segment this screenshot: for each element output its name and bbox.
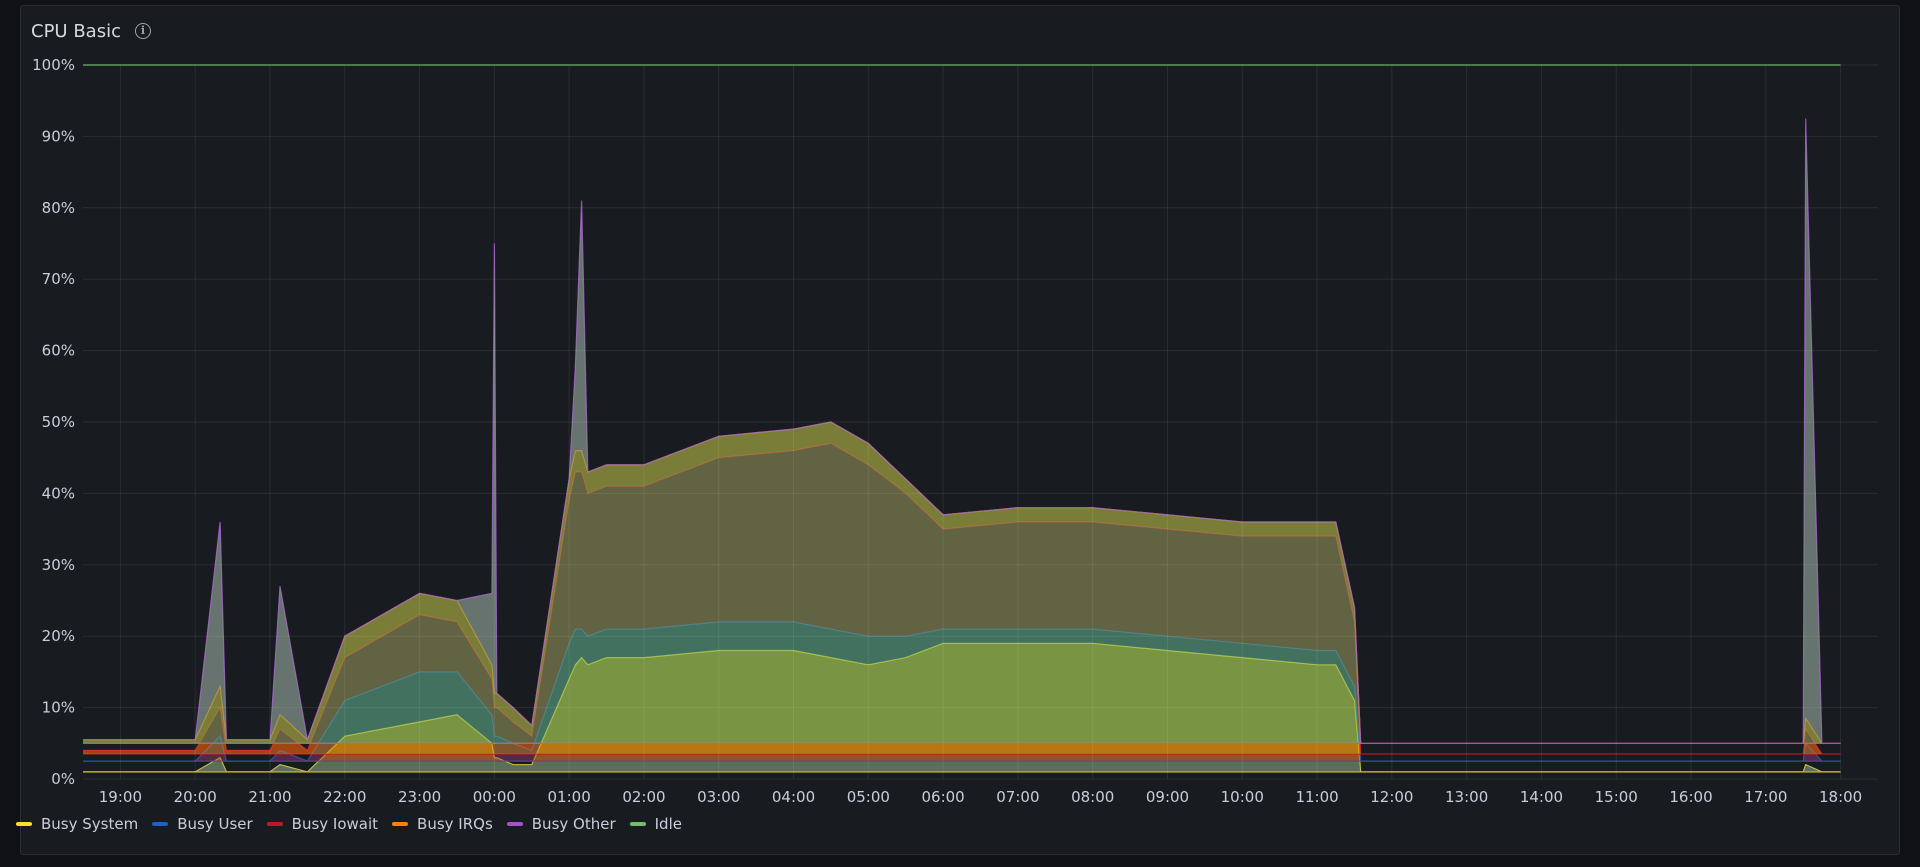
- y-tick-label: 100%: [32, 56, 75, 74]
- x-tick-label: 09:00: [1146, 788, 1189, 806]
- legend-swatch: [392, 822, 409, 826]
- legend-item-idle[interactable]: Idle: [629, 815, 682, 833]
- panel-title[interactable]: CPU Basic: [31, 20, 121, 42]
- x-tick-label: 11:00: [1295, 788, 1338, 806]
- x-axis-ticks: 19:00 20:00 21:00 22:00 23:00 00:00 01:00 02:00…: [99, 788, 1862, 806]
- legend-item-busy-user[interactable]: Busy User: [152, 815, 253, 833]
- x-tick-label: 00:00: [473, 788, 516, 806]
- x-tick-label: 17:00: [1744, 788, 1787, 806]
- legend-label: Busy IRQs: [417, 815, 493, 833]
- y-tick-label: 10%: [42, 699, 75, 717]
- legend-swatch: [629, 822, 646, 826]
- legend-swatch: [506, 822, 523, 826]
- y-tick-label: 0%: [51, 770, 75, 788]
- series-area-busy-system[interactable]: [83, 643, 1841, 779]
- x-tick-label: 05:00: [847, 788, 890, 806]
- x-tick-label: 14:00: [1520, 788, 1563, 806]
- x-tick-label: 06:00: [921, 788, 964, 806]
- y-tick-label: 80%: [42, 199, 75, 217]
- y-tick-label: 90%: [42, 127, 75, 145]
- x-tick-label: 15:00: [1595, 788, 1638, 806]
- legend-label: Busy Iowait: [291, 815, 379, 833]
- legend-swatch: [266, 822, 283, 826]
- series-area-busy-iowait[interactable]: [83, 443, 1841, 762]
- gridlines: [83, 64, 1878, 780]
- x-tick-label: 22:00: [323, 788, 366, 806]
- legend-label: Busy User: [177, 815, 253, 833]
- panel-header: CPU Basic i: [31, 16, 151, 46]
- legend-label: Busy Other: [531, 815, 616, 833]
- legend-item-busy-iowait[interactable]: Busy Iowait: [266, 815, 379, 833]
- x-tick-label: 02:00: [622, 788, 665, 806]
- x-tick-label: 20:00: [174, 788, 217, 806]
- y-tick-label: 70%: [42, 270, 75, 288]
- x-tick-label: 01:00: [548, 788, 591, 806]
- x-tick-label: 12:00: [1370, 788, 1413, 806]
- legend-item-busy-irqs[interactable]: Busy IRQs: [392, 815, 493, 833]
- legend-swatch: [152, 822, 169, 826]
- info-icon[interactable]: i: [134, 23, 151, 39]
- y-axis-ticks: 0% 10% 20% 30% 40% 50% 60% 70% 80% 90% 100%: [32, 56, 75, 788]
- x-tick-label: 03:00: [697, 788, 740, 806]
- x-tick-label: 23:00: [398, 788, 441, 806]
- y-tick-label: 20%: [42, 627, 75, 645]
- y-tick-label: 50%: [42, 413, 75, 431]
- x-tick-label: 08:00: [1071, 788, 1114, 806]
- plot-area: [83, 65, 1878, 779]
- legend-item-busy-other[interactable]: Busy Other: [506, 815, 616, 833]
- y-tick-label: 60%: [42, 342, 75, 360]
- series-area-busy-user[interactable]: [83, 621, 1841, 772]
- x-tick-label: 07:00: [996, 788, 1039, 806]
- series-line-busy-other: [83, 118, 1841, 744]
- x-tick-label: 18:00: [1819, 788, 1862, 806]
- series-line-busy-system: [83, 642, 1841, 773]
- series-area-idle[interactable]: [83, 65, 1841, 744]
- x-tick-label: 04:00: [772, 788, 815, 806]
- x-tick-label: 16:00: [1669, 788, 1712, 806]
- legend-label: Busy System: [41, 815, 139, 833]
- x-tick-label: 13:00: [1445, 788, 1488, 806]
- legend-item-busy-system[interactable]: Busy System: [16, 815, 138, 833]
- x-tick-label: 10:00: [1221, 788, 1264, 806]
- series-line-busy-iowait: [83, 442, 1841, 755]
- series-areas: [83, 64, 1841, 779]
- series-line-busy-user: [83, 621, 1841, 762]
- chart-legend: Busy System Busy User Busy Iowait Busy IRQs…: [16, 815, 682, 833]
- legend-swatch: [16, 822, 32, 826]
- y-tick-label: 40%: [42, 484, 75, 502]
- plot-background: [83, 65, 1878, 779]
- y-tick-label: 30%: [42, 556, 75, 574]
- x-tick-label: 21:00: [248, 788, 291, 806]
- legend-label: Idle: [654, 815, 682, 833]
- x-tick-label: 19:00: [99, 788, 142, 806]
